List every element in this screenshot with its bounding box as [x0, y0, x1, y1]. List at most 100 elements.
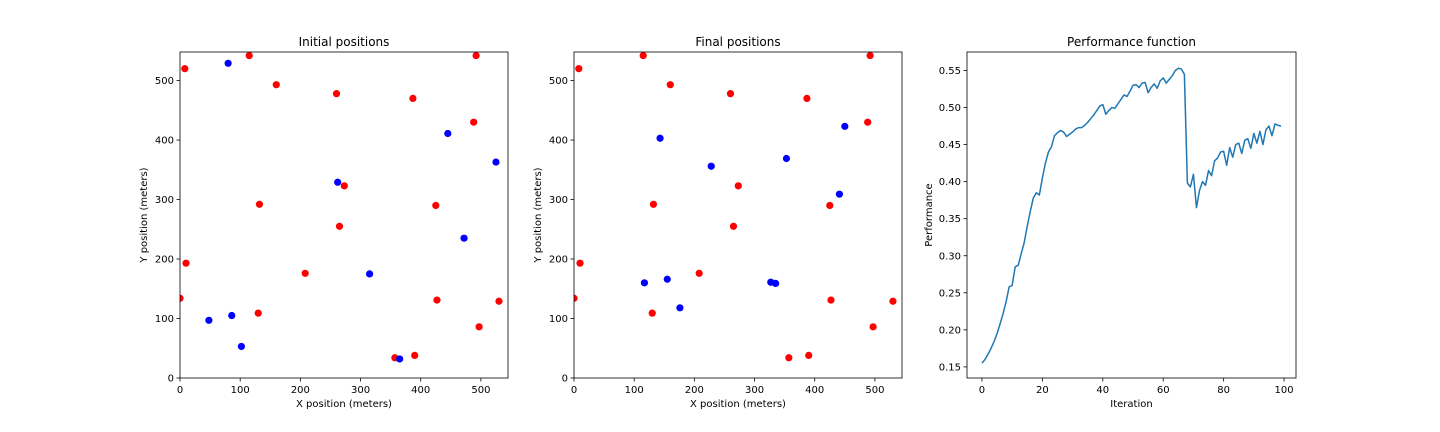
data-point-red: [864, 118, 872, 126]
performance-line: [981, 67, 1282, 364]
x-tick-label: 0: [571, 385, 577, 396]
data-point-red: [475, 323, 483, 331]
data-point-red: [432, 201, 440, 210]
data-point-red: [180, 294, 184, 302]
y-tick-label: 100: [155, 314, 174, 325]
data-point-red: [827, 296, 835, 304]
data-point-blue: [334, 178, 342, 186]
y-tick-label: 0.45: [939, 140, 961, 151]
y-tick-label: 200: [155, 255, 174, 266]
data-point-red: [734, 182, 742, 190]
x-tick-label: 300: [351, 385, 370, 396]
y-tick-label: 0: [562, 374, 568, 385]
data-point-red: [866, 52, 874, 60]
data-point-red: [826, 201, 834, 210]
x-tick-label: 500: [865, 385, 884, 396]
x-tick-label: 100: [625, 385, 644, 396]
data-point-red: [729, 222, 738, 230]
data-point-red: [245, 52, 253, 60]
x-tick-label: 80: [1217, 385, 1230, 396]
x-tick-label: 400: [805, 385, 824, 396]
y-tick-label: 300: [155, 195, 174, 206]
data-point-red: [433, 296, 441, 304]
y-axis-label: Y position (meters): [533, 167, 544, 263]
data-point-red: [726, 90, 735, 98]
y-tick-label: 100: [549, 314, 568, 325]
y-tick-label: 400: [549, 136, 568, 147]
data-point-blue: [663, 275, 671, 283]
data-point-red: [869, 323, 877, 331]
data-point-blue: [237, 342, 245, 351]
data-point-red: [889, 297, 897, 305]
data-point-red: [666, 81, 674, 89]
chart-title: Final positions: [695, 35, 780, 49]
data-point-blue: [676, 304, 684, 312]
x-tick-label: 20: [1036, 385, 1049, 396]
x-tick-label: 0: [979, 385, 985, 396]
data-point-red: [332, 90, 341, 98]
data-point-red: [649, 200, 658, 208]
y-tick-label: 0.35: [939, 214, 961, 225]
data-point-red: [182, 259, 190, 267]
data-point-blue: [707, 162, 715, 170]
y-tick-label: 0.55: [939, 66, 961, 77]
y-tick-label: 0.50: [939, 103, 961, 114]
data-point-red: [272, 81, 280, 89]
data-point-red: [409, 94, 417, 103]
chart-title: Initial positions: [299, 35, 390, 49]
data-point-red: [574, 294, 578, 302]
y-tick-label: 0: [168, 374, 174, 385]
x-tick-label: 300: [745, 385, 764, 396]
y-tick-label: 300: [549, 195, 568, 206]
data-point-red: [805, 351, 813, 359]
y-tick-label: 0.30: [939, 251, 961, 262]
data-point-blue: [835, 190, 844, 198]
y-tick-label: 0.15: [939, 362, 961, 373]
data-point-red: [181, 65, 189, 73]
x-tick-label: 400: [411, 385, 430, 396]
data-point-red: [803, 94, 811, 103]
plot-area: [574, 52, 897, 362]
panel-initial-positions: 0 100 200 300 400 500 0 100 200 300 400 500 Initial …: [139, 35, 509, 410]
plot-area: [180, 52, 503, 363]
data-point-blue: [460, 234, 468, 242]
data-point-red: [785, 354, 793, 362]
y-tick-label: 0.40: [939, 177, 961, 188]
x-tick-label: 100: [1275, 385, 1294, 396]
data-point-blue: [205, 316, 213, 324]
data-point-red: [335, 222, 344, 230]
y-axis-label: Performance: [924, 183, 935, 246]
data-point-red: [575, 65, 583, 73]
data-point-red: [472, 52, 480, 60]
data-point-blue: [444, 129, 452, 138]
data-point-blue: [365, 270, 374, 278]
data-point-red: [301, 269, 309, 277]
data-point-red: [411, 351, 419, 359]
data-point-blue: [640, 279, 649, 287]
x-axis-label: Iteration: [1110, 399, 1152, 410]
x-tick-label: 60: [1157, 385, 1170, 396]
axes-frame: [966, 51, 1297, 379]
x-tick-label: 200: [291, 385, 310, 396]
data-point-blue: [224, 59, 232, 67]
x-axis-label: X position (meters): [296, 399, 392, 410]
y-tick-label: 500: [155, 76, 174, 87]
data-point-blue: [228, 311, 236, 320]
data-point-red: [648, 309, 656, 317]
data-point-red: [495, 297, 503, 305]
data-point-blue: [656, 134, 664, 142]
x-tick-label: 0: [177, 385, 183, 396]
y-tick-label: 500: [549, 76, 568, 87]
x-tick-label: 500: [471, 385, 490, 396]
y-tick-label: 400: [155, 136, 174, 147]
x-tick-label: 40: [1096, 385, 1109, 396]
data-point-blue: [492, 158, 500, 166]
y-axis-label: Y position (meters): [139, 167, 150, 263]
y-tick-label: 0.20: [939, 325, 961, 336]
chart-title: Performance function: [1067, 35, 1196, 49]
data-point-red: [340, 182, 348, 190]
axes-frame: [573, 51, 903, 379]
data-point-red: [254, 309, 262, 317]
data-point-red: [576, 259, 584, 267]
